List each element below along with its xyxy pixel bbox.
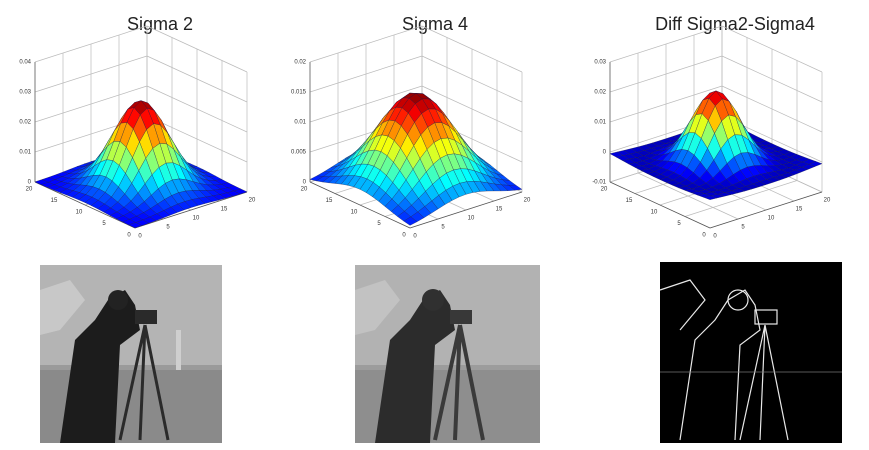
y-tick-label: 10 [768, 216, 775, 222]
z-tick-label: 0.005 [291, 150, 307, 156]
z-tick-label: 0.01 [19, 150, 31, 156]
x-tick-label: 10 [351, 210, 358, 216]
x-tick-label: 20 [301, 187, 308, 193]
y-tick-label: 0 [413, 234, 417, 240]
panel-title: Diff Sigma2-Sigma4 [655, 14, 815, 34]
x-tick-label: 5 [102, 221, 106, 227]
z-tick-label: 0.02 [594, 90, 606, 96]
surface-plot: Diff Sigma2-Sigma4 -0.01 0 0.01 0.02 0.03 20 15… [592, 14, 831, 240]
z-tick-label: 0.02 [19, 120, 31, 126]
z-tick-label: 0.02 [294, 60, 306, 66]
image-sigma2 [40, 265, 222, 443]
x-tick-label: 0 [127, 233, 131, 239]
z-tick-label: 0.015 [291, 90, 307, 96]
z-tick-label: 0.01 [594, 120, 606, 126]
y-tick-label: 15 [796, 207, 803, 213]
z-tick-label: 0.04 [19, 60, 31, 66]
y-tick-label: 20 [824, 198, 831, 204]
x-tick-label: 15 [626, 198, 633, 204]
y-tick-label: 15 [221, 207, 228, 213]
z-tick-label: 0.01 [294, 120, 306, 126]
x-tick-label: 10 [651, 210, 658, 216]
y-tick-label: 10 [193, 216, 200, 222]
surface [35, 101, 247, 228]
x-tick-label: 0 [402, 233, 406, 239]
x-tick-label: 15 [51, 198, 58, 204]
surface-plot: Sigma 4 0 0.005 0.01 0.015 0.02 20 15 10 5 0 0 5 10 15… [291, 14, 531, 240]
surface [310, 93, 522, 225]
z-tick-label: 0 [28, 180, 32, 186]
image-diff [660, 262, 842, 443]
z-tick-label: 0.03 [19, 90, 31, 96]
x-tick-label: 15 [326, 198, 333, 204]
image-sigma4 [355, 265, 540, 443]
x-tick-label: 10 [76, 210, 83, 216]
x-tick-label: 5 [377, 221, 381, 227]
x-tick-label: 0 [702, 233, 706, 239]
x-tick-label: 20 [601, 187, 608, 193]
y-tick-label: 5 [741, 225, 745, 231]
z-tick-label: -0.01 [592, 180, 606, 186]
surface-plot: Sigma 2 0 0.01 0.02 0.03 0.04 20 15 10 5 0 0 5 10 15 20 [19, 14, 256, 240]
surface [610, 91, 822, 200]
y-tick-label: 0 [138, 234, 142, 240]
x-tick-label: 20 [26, 187, 33, 193]
y-tick-label: 0 [713, 234, 717, 240]
panel-title: Sigma 4 [402, 14, 468, 34]
y-tick-label: 20 [524, 198, 531, 204]
z-tick-label: 0.03 [594, 60, 606, 66]
y-tick-label: 5 [441, 225, 445, 231]
x-tick-label: 5 [677, 221, 681, 227]
y-tick-label: 10 [468, 216, 475, 222]
figure: Sigma 2 0 0.01 0.02 0.03 0.04 20 15 10 5 0 0 5 10 15 20… [0, 0, 869, 445]
axis-line [710, 192, 822, 228]
z-tick-label: 0 [603, 150, 607, 156]
y-tick-label: 5 [166, 225, 170, 231]
y-tick-label: 15 [496, 207, 503, 213]
z-tick-label: 0 [303, 180, 307, 186]
y-tick-label: 20 [249, 198, 256, 204]
panel-title: Sigma 2 [127, 14, 193, 34]
